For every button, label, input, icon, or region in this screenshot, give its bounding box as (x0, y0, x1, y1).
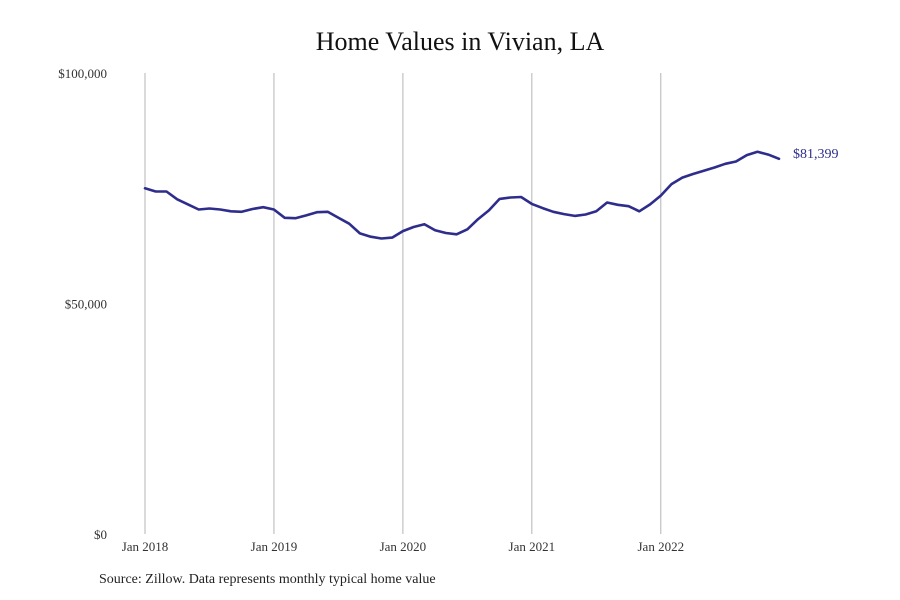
x-tick-label: Jan 2018 (122, 539, 169, 554)
y-tick-label: $100,000 (58, 66, 107, 81)
end-value-label: $81,399 (793, 147, 839, 162)
gridlines (144, 73, 662, 534)
x-tick-label: Jan 2020 (380, 539, 427, 554)
chart-title: Home Values in Vivian, LA (315, 27, 605, 56)
y-tick-label: $50,000 (65, 297, 107, 312)
x-tick-label: Jan 2022 (637, 539, 684, 554)
series-line (143, 150, 781, 240)
axis-labels: Jan 2018 Jan 2019 Jan 2020 Jan 2021 Jan 2022… (58, 66, 684, 554)
series-layer: $81,399 (143, 147, 839, 240)
x-tick-label: Jan 2021 (509, 539, 556, 554)
y-tick-label: $0 (94, 527, 107, 542)
source-note: Source: Zillow. Data represents monthly … (99, 572, 436, 587)
x-tick-label: Jan 2019 (251, 539, 298, 554)
